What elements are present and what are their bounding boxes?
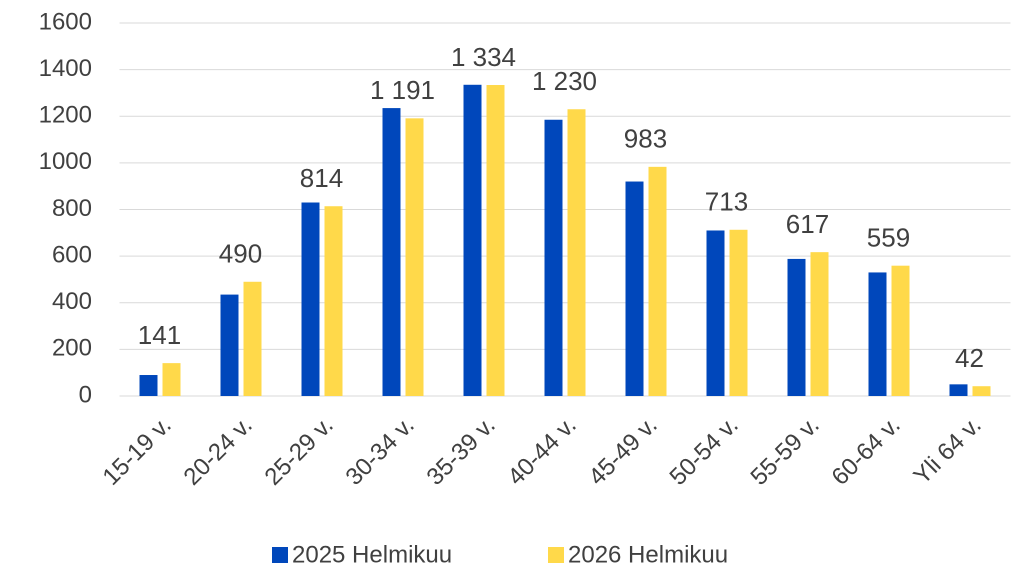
bar	[301, 202, 320, 396]
x-tick-label: 40-44 v.	[503, 412, 582, 491]
x-tick-label: 60-64 v.	[827, 412, 906, 491]
bar	[891, 265, 910, 396]
y-tick-label: 200	[52, 335, 92, 362]
legend-label: 2026 Helmikuu	[568, 541, 728, 568]
x-tick-label: 25-29 v.	[260, 412, 339, 491]
bar	[486, 85, 505, 396]
y-tick-label: 1400	[39, 55, 92, 82]
x-tick-label: 15-19 v.	[98, 412, 177, 491]
data-label: 141	[138, 320, 181, 350]
legend-swatch	[548, 547, 564, 563]
x-tick-label: 45-49 v.	[584, 412, 663, 491]
y-tick-label: 1000	[39, 148, 92, 175]
x-tick-label: 55-59 v.	[746, 412, 825, 491]
data-label: 559	[867, 223, 910, 253]
bar	[729, 229, 748, 396]
bar	[648, 166, 667, 396]
data-label: 814	[300, 163, 343, 193]
x-tick-label: 30-34 v.	[341, 412, 420, 491]
x-tick-label: Yli 64 v.	[909, 412, 987, 490]
bar	[382, 108, 401, 396]
y-tick-label: 0	[79, 381, 92, 408]
bar	[972, 386, 991, 396]
data-label: 1 334	[451, 42, 516, 72]
bar	[405, 118, 424, 397]
y-tick-label: 1600	[39, 8, 92, 35]
bar	[625, 181, 644, 396]
x-tick-label: 50-54 v.	[665, 412, 744, 491]
bar	[949, 384, 968, 396]
bar	[162, 363, 181, 396]
bar	[220, 294, 239, 396]
data-label: 713	[705, 187, 748, 217]
y-tick-label: 600	[52, 241, 92, 268]
data-label: 1 230	[532, 66, 597, 96]
bar	[706, 230, 725, 396]
bar	[139, 375, 158, 396]
bar	[810, 252, 829, 396]
y-tick-label: 1200	[39, 102, 92, 129]
data-label: 490	[219, 239, 262, 269]
bar	[463, 84, 482, 396]
y-tick-label: 800	[52, 195, 92, 222]
y-tick-label: 400	[52, 288, 92, 315]
bar	[324, 206, 343, 396]
data-label: 42	[955, 343, 984, 373]
data-label: 1 191	[370, 75, 435, 105]
data-label: 983	[624, 124, 667, 154]
x-tick-label: 20-24 v.	[179, 412, 258, 491]
x-tick-label: 35-39 v.	[422, 412, 501, 491]
bar	[243, 281, 262, 396]
bar	[787, 258, 806, 396]
bar	[567, 109, 586, 396]
legend-label: 2025 Helmikuu	[292, 541, 452, 568]
bar	[868, 272, 887, 396]
bar	[544, 119, 563, 396]
legend-swatch	[272, 547, 288, 563]
data-label: 617	[786, 209, 829, 239]
